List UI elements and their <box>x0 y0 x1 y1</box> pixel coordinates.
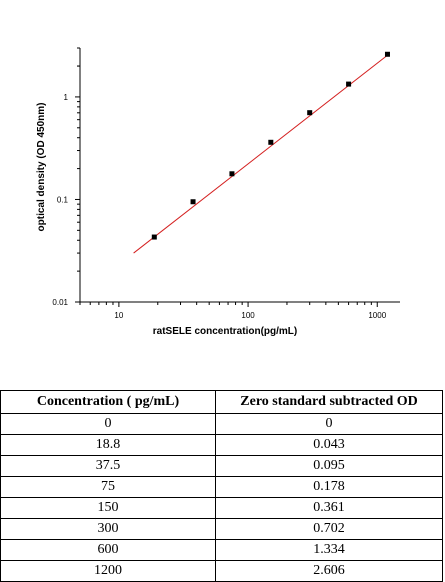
data-point <box>268 139 274 145</box>
x-axis-title: ratSELE concentration(pg/mL) <box>153 326 297 337</box>
cell-concentration: 0 <box>0 413 216 435</box>
data-point <box>384 51 390 57</box>
data-point <box>307 110 313 116</box>
cell-concentration: 18.8 <box>0 434 216 456</box>
cell-od: 2.606 <box>215 560 443 582</box>
cell-concentration: 1200 <box>0 560 216 582</box>
x-tick-label: 100 <box>241 311 255 320</box>
tick-labels-group: 10 100 1000 0.01 0.1 1 <box>52 93 386 320</box>
data-point <box>346 81 352 87</box>
standard-data-table: Concentration ( pg/mL) Zero standard sub… <box>0 390 443 582</box>
table-row: 75 0.178 <box>0 476 443 498</box>
cell-concentration: 300 <box>0 518 216 540</box>
table-row: 600 1.334 <box>0 539 443 561</box>
fit-line <box>133 54 388 254</box>
table-row: 300 0.702 <box>0 518 443 540</box>
cell-concentration: 150 <box>0 497 216 519</box>
chart-axes <box>75 47 400 307</box>
cell-od: 0.095 <box>215 455 443 477</box>
y-tick-label: 0.1 <box>57 195 69 204</box>
table-row: 1200 2.606 <box>0 560 443 582</box>
y-axis-title: optical density (OD 450nm) <box>36 103 47 232</box>
data-points-group <box>151 51 390 240</box>
table-header-row: Concentration ( pg/mL) Zero standard sub… <box>0 390 443 414</box>
table-row: 37.5 0.095 <box>0 455 443 477</box>
cell-od: 0.178 <box>215 476 443 498</box>
cell-od: 1.334 <box>215 539 443 561</box>
y-tick-label: 0.01 <box>52 298 68 307</box>
cell-concentration: 37.5 <box>0 455 216 477</box>
header-od: Zero standard subtracted OD <box>215 390 443 414</box>
cell-concentration: 75 <box>0 476 216 498</box>
data-point <box>229 171 235 177</box>
data-point <box>190 199 196 205</box>
x-tick-label: 1000 <box>368 311 386 320</box>
y-tick-label: 1 <box>64 93 69 102</box>
standard-curve-chart: 10 100 1000 0.01 0.1 1 ratSELE concentration(… <box>36 47 400 337</box>
cell-concentration: 600 <box>0 539 216 561</box>
fit-line-group <box>133 54 388 254</box>
cell-od: 0.361 <box>215 497 443 519</box>
cell-od: 0 <box>215 413 443 435</box>
header-concentration: Concentration ( pg/mL) <box>0 390 216 414</box>
x-tick-label: 10 <box>114 311 123 320</box>
data-point <box>151 234 157 240</box>
cell-od: 0.043 <box>215 434 443 456</box>
table-row: 18.8 0.043 <box>0 434 443 456</box>
table-row: 150 0.361 <box>0 497 443 519</box>
cell-od: 0.702 <box>215 518 443 540</box>
